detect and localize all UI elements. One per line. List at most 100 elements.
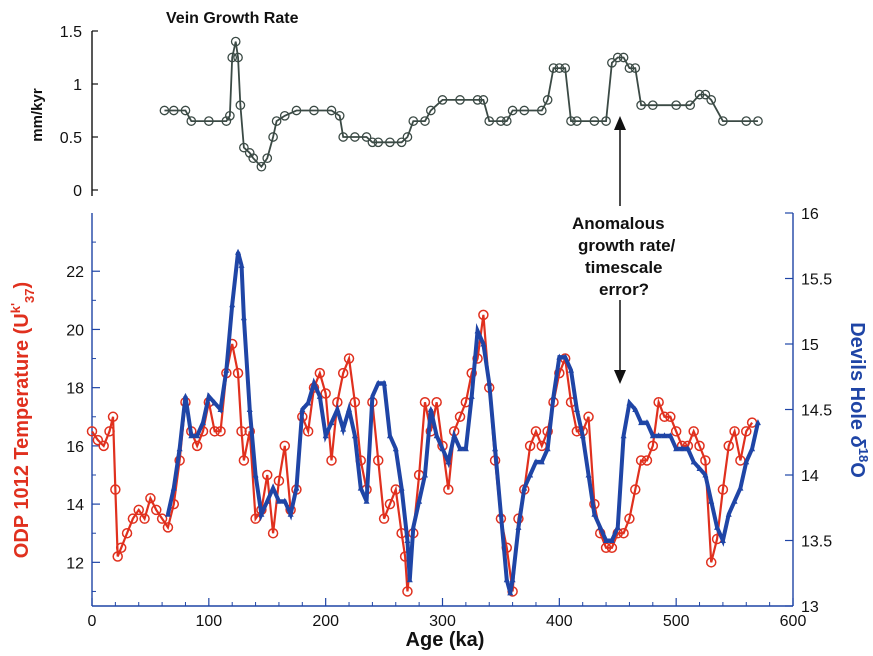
- odp-temperature-point: [729, 426, 740, 437]
- devils-hole-point: [264, 497, 271, 504]
- vein-growth-point: [233, 52, 243, 63]
- devils-hole-point: [357, 484, 364, 491]
- odp-temperature-point: [653, 396, 664, 408]
- devils-hole-point: [235, 248, 242, 255]
- devils-hole-point: [626, 399, 633, 406]
- top-y-axis-label: mm/kyr: [29, 88, 46, 142]
- devils-hole-point: [170, 484, 177, 491]
- odp-temperature-point: [302, 426, 314, 437]
- devils-hole-point: [486, 379, 493, 386]
- devils-hole-point: [503, 576, 510, 583]
- odp-temperature-point: [600, 542, 612, 554]
- vein-growth-point: [671, 100, 682, 111]
- odp-temperature-point: [741, 426, 752, 437]
- odp-temperature-point: [478, 309, 489, 321]
- vein-growth-markers: [159, 36, 763, 172]
- devils-hole-point: [608, 537, 615, 543]
- left-y-axis-label-main: ODP 1012 Temperature (U: [11, 313, 33, 558]
- right-y-tick-label: 13.5: [801, 534, 832, 551]
- vein-growth-point: [685, 100, 696, 111]
- devils-hole-point: [316, 392, 323, 399]
- odp-temperature-point: [624, 513, 635, 524]
- devils-hole-point: [708, 497, 715, 504]
- left-y-axis-label-sup: k': [8, 303, 23, 313]
- devils-hole-line: [165, 251, 760, 594]
- right-y-tick-label: 14: [801, 468, 819, 485]
- vein-growth-point: [478, 95, 489, 105]
- odp-temperature-point: [647, 440, 659, 452]
- top-y-ticks: 0 0.5 1 1.5: [60, 24, 98, 200]
- odp-temperature-point: [104, 426, 115, 437]
- annotation-line-1: Anomalous: [572, 214, 665, 233]
- odp-temperature-point: [402, 586, 413, 597]
- devils-hole-point: [369, 392, 376, 399]
- left-y-tick-label: 18: [66, 381, 84, 398]
- devils-hole-point: [293, 484, 300, 491]
- devils-hole-point: [492, 445, 499, 452]
- vein-growth-point: [472, 95, 483, 105]
- odp-temperature-point: [151, 504, 162, 516]
- devils-hole-point: [176, 445, 183, 452]
- x-tick-label: 200: [312, 613, 339, 630]
- vein-growth-point: [636, 100, 646, 111]
- odp-temperature-point: [320, 388, 331, 399]
- devils-hole-point: [673, 445, 680, 452]
- annotation-arrowhead-up: [614, 116, 626, 130]
- odp-temperature-point: [343, 353, 355, 364]
- right-y-tick-label: 13: [801, 599, 819, 616]
- devils-hole-point: [439, 445, 446, 452]
- odp-temperature-point: [337, 367, 349, 379]
- devils-hole-point: [406, 576, 413, 583]
- odp-temperature-point: [86, 426, 98, 437]
- vein-growth-point: [694, 89, 705, 100]
- devils-hole-point: [381, 379, 388, 386]
- devils-hole-point: [696, 464, 703, 471]
- odp-temperature-point: [378, 513, 390, 524]
- vein-growth-point: [373, 137, 384, 148]
- devils-hole-point: [351, 432, 358, 439]
- odp-temperature-point: [273, 475, 285, 487]
- vein-growth-point: [706, 95, 717, 105]
- devils-hole-point: [638, 419, 645, 426]
- left-y-axis-label-sub: 37: [22, 288, 37, 302]
- vein-growth-point: [425, 105, 436, 116]
- top-y-tick-label: 1.5: [60, 24, 82, 41]
- x-axis-label: Age (ka): [406, 629, 485, 651]
- odp-temperature-point: [530, 426, 542, 437]
- devils-hole-point: [410, 523, 417, 530]
- odp-temperature-point: [156, 513, 168, 524]
- odp-temperature-markers: [86, 309, 758, 597]
- vein-growth-point: [408, 116, 419, 126]
- vein-growth-point: [396, 137, 407, 148]
- devils-hole-point: [620, 432, 627, 439]
- odp-temperature-point: [215, 426, 226, 437]
- odp-temperature-point: [700, 455, 711, 466]
- devils-hole-point: [433, 432, 440, 439]
- x-tick-label: 300: [429, 613, 456, 630]
- vein-growth-point: [230, 36, 241, 47]
- vein-growth-point: [338, 132, 349, 142]
- right-y-tick-label: 16: [801, 206, 819, 223]
- vein-growth-point: [612, 52, 623, 63]
- odp-temperature-point: [145, 493, 156, 504]
- vein-growth-point: [572, 116, 582, 126]
- devils-hole-point: [725, 510, 732, 517]
- annotation: Anomalous growth rate/ timescale error?: [572, 116, 676, 384]
- devils-hole-point: [702, 471, 709, 478]
- right-y-tick-label: 15.5: [801, 272, 832, 289]
- devils-hole-point: [532, 458, 539, 465]
- vein-growth-point: [601, 116, 611, 126]
- devils-hole-point: [194, 432, 201, 439]
- odp-temperature-point: [133, 504, 144, 516]
- devils-hole-point: [737, 484, 744, 491]
- devils-hole-point: [299, 406, 306, 412]
- vein-growth-point: [239, 142, 249, 153]
- devils-hole-point: [474, 327, 481, 334]
- vein-growth-point: [536, 105, 547, 116]
- top-y-tick-label: 0.5: [60, 130, 82, 147]
- devils-hole-point: [305, 399, 312, 406]
- devils-hole-point: [457, 445, 464, 452]
- devils-hole-point: [568, 366, 575, 373]
- devils-hole-point: [643, 419, 650, 426]
